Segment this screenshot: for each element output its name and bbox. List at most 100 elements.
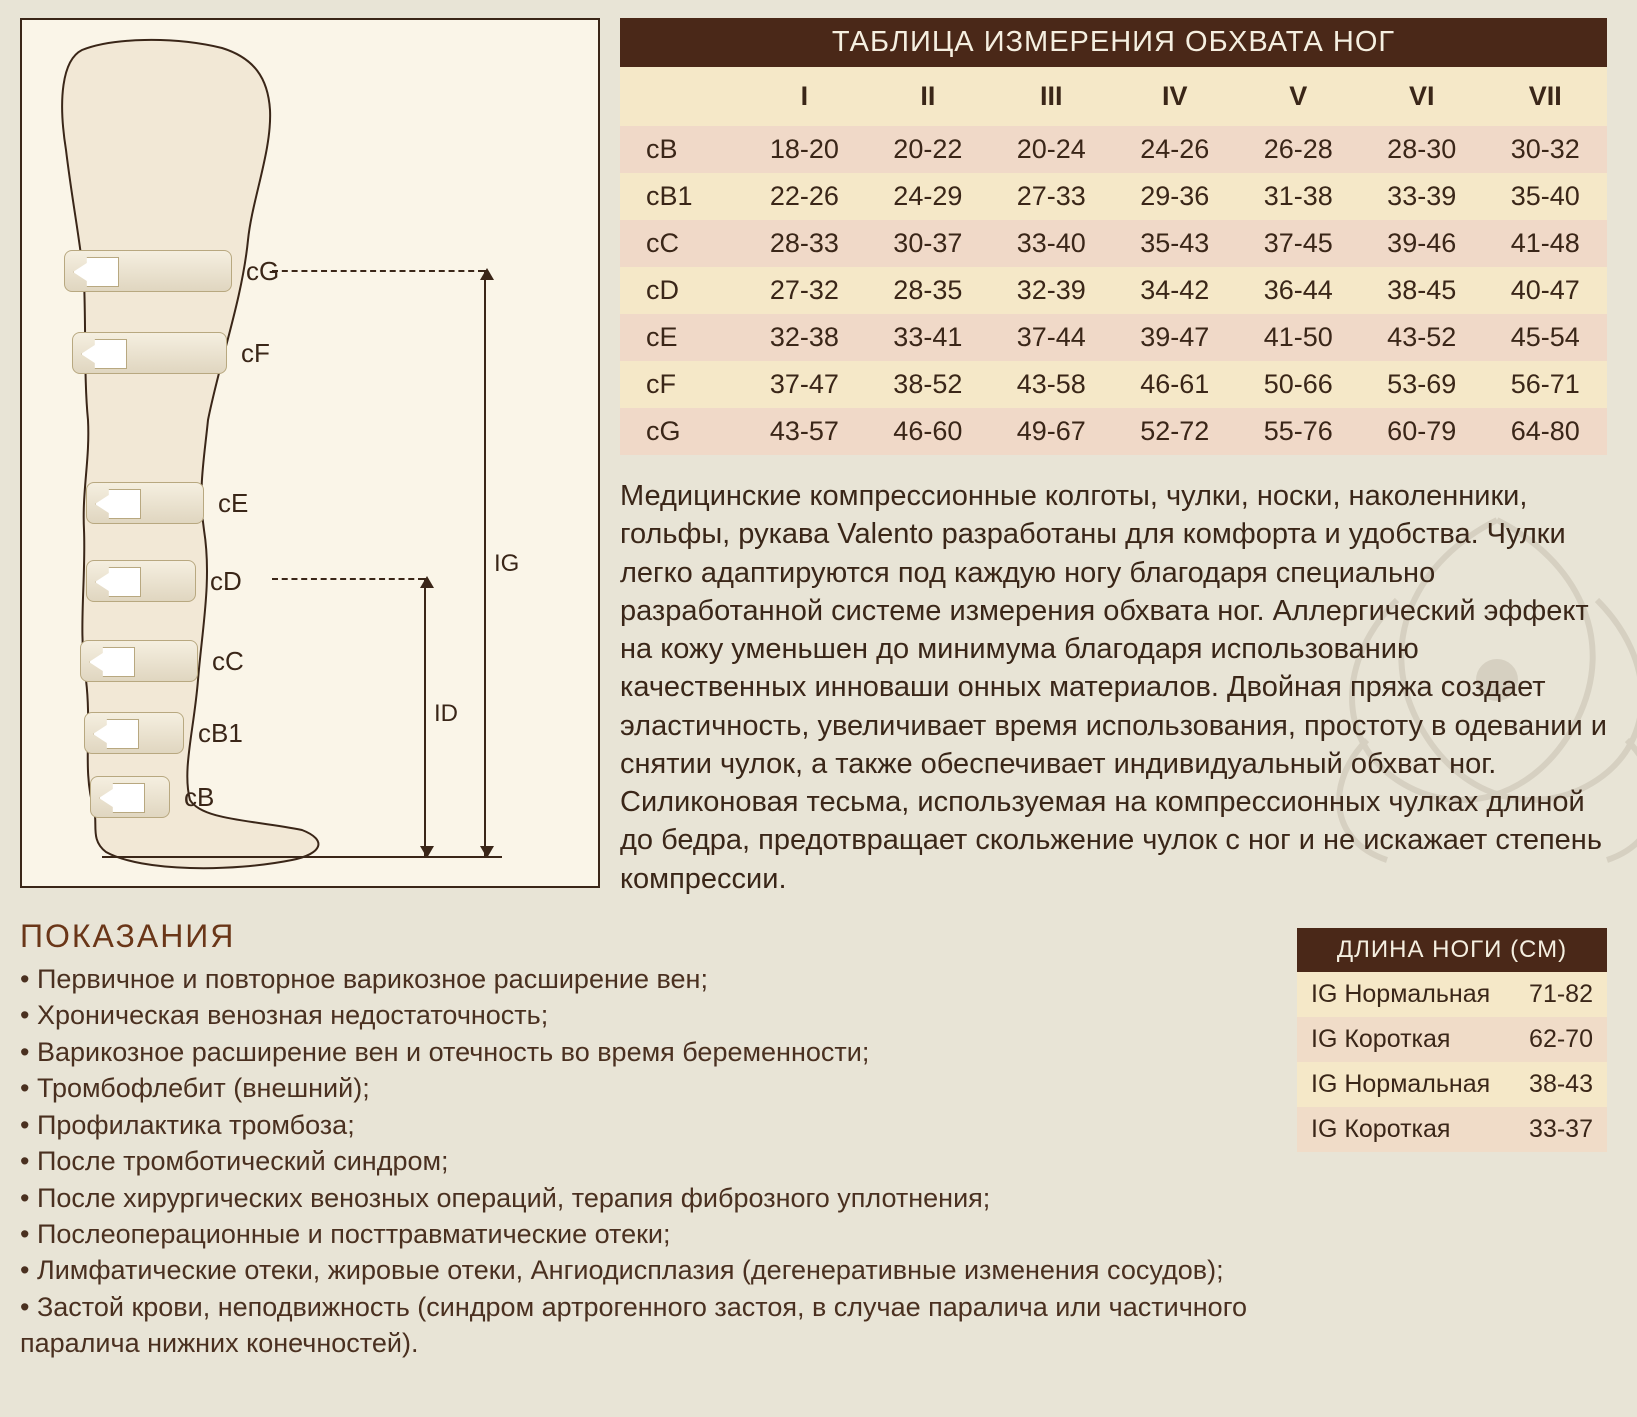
- table-row: cG43-5746-6049-6752-7255-7660-7964-80: [620, 408, 1607, 455]
- measurement-cell: 28-35: [866, 267, 989, 314]
- table-row: cB122-2624-2927-3329-3631-3833-3935-40: [620, 173, 1607, 220]
- measurement-cell: 33-40: [990, 220, 1113, 267]
- leg-length-value: 33-37: [1529, 1115, 1593, 1144]
- measurement-column-header: I: [743, 67, 866, 126]
- measurement-cell: 43-52: [1360, 314, 1483, 361]
- leg-length-value: 62-70: [1529, 1025, 1593, 1054]
- indication-item: Профилактика тромбоза;: [20, 1107, 1273, 1143]
- measurement-cell: 31-38: [1237, 173, 1360, 220]
- measurement-column-header: II: [866, 67, 989, 126]
- baseline: [102, 856, 502, 858]
- leg-length-label: IG Короткая: [1311, 1115, 1450, 1144]
- leg-length-row: IG Нормальная 71-82: [1297, 972, 1607, 1017]
- measurement-row-label: cE: [620, 314, 743, 361]
- measurement-cell: 24-29: [866, 173, 989, 220]
- measurement-cell: 35-40: [1483, 173, 1607, 220]
- measurement-cell: 28-33: [743, 220, 866, 267]
- arrow-left-icon: [95, 489, 141, 519]
- measurement-cell: 37-47: [743, 361, 866, 408]
- arrow-left-icon: [99, 783, 145, 813]
- measurement-band-cB1: [84, 712, 184, 754]
- leg-length-title: ДЛИНА НОГИ (СМ): [1297, 928, 1607, 972]
- arrow-left-icon: [95, 567, 141, 597]
- measurement-table-title: ТАБЛИЦА ИЗМЕРЕНИЯ ОБХВАТА НОГ: [620, 18, 1607, 67]
- measurement-column-header: [620, 67, 743, 126]
- leg-length-value: 71-82: [1529, 980, 1593, 1009]
- measurement-cell: 55-76: [1237, 408, 1360, 455]
- table-row: cD27-3228-3532-3934-4236-4438-4540-47: [620, 267, 1607, 314]
- indication-item: Послеоперационные и посттравматические о…: [20, 1216, 1273, 1252]
- measurement-cell: 27-32: [743, 267, 866, 314]
- measurement-cell: 29-36: [1113, 173, 1236, 220]
- measurement-cell: 41-50: [1237, 314, 1360, 361]
- measurement-cell: 52-72: [1113, 408, 1236, 455]
- measurement-cell: 46-60: [866, 408, 989, 455]
- indication-item: После хирургических венозных операций, т…: [20, 1180, 1273, 1216]
- measurement-cell: 33-41: [866, 314, 989, 361]
- indications-list: Первичное и повторное варикозное расшире…: [20, 961, 1273, 1362]
- indication-item: Застой крови, неподвижность (синдром арт…: [20, 1289, 1273, 1362]
- measurement-cell: 36-44: [1237, 267, 1360, 314]
- measurement-cell: 53-69: [1360, 361, 1483, 408]
- indication-item: Хроническая венозная недостаточность;: [20, 997, 1273, 1033]
- measurement-cell: 33-39: [1360, 173, 1483, 220]
- measurement-cell: 37-44: [990, 314, 1113, 361]
- measurement-cell: 39-46: [1360, 220, 1483, 267]
- measurement-cell: 43-58: [990, 361, 1113, 408]
- measurement-cell: 60-79: [1360, 408, 1483, 455]
- leg-length-label: IG Нормальная: [1311, 980, 1490, 1009]
- measurement-band-cF: [72, 332, 227, 374]
- measurement-cell: 64-80: [1483, 408, 1607, 455]
- measurement-cell: 24-26: [1113, 126, 1236, 173]
- measurement-column-header: VI: [1360, 67, 1483, 126]
- measurement-cell: 32-38: [743, 314, 866, 361]
- measurement-cell: 43-57: [743, 408, 866, 455]
- measurement-cell: 45-54: [1483, 314, 1607, 361]
- measurement-cell: 18-20: [743, 126, 866, 173]
- measurement-cell: 50-66: [1237, 361, 1360, 408]
- dimension-label-ID: ID: [434, 700, 458, 728]
- measurement-row-label: cB1: [620, 173, 743, 220]
- indication-item: Лимфатические отеки, жировые отеки, Анги…: [20, 1252, 1273, 1288]
- arrow-left-icon: [93, 719, 139, 749]
- leg-length-label: IG Короткая: [1311, 1025, 1450, 1054]
- measurement-row-label: cD: [620, 267, 743, 314]
- measurement-row-label: cF: [620, 361, 743, 408]
- measurement-column-header: III: [990, 67, 1113, 126]
- indications-section: ПОКАЗАНИЯ Первичное и повторное варикозн…: [20, 918, 1273, 1362]
- leg-measurement-diagram: cGcFcEcDcCcB1cB IGID: [20, 18, 600, 888]
- measurement-band-cC: [80, 640, 198, 682]
- dimension-line-ID: [424, 578, 426, 856]
- measurement-row-label: cB: [620, 126, 743, 173]
- leg-outline: [22, 20, 602, 890]
- measurement-cell: 46-61: [1113, 361, 1236, 408]
- measurement-cell: 34-42: [1113, 267, 1236, 314]
- measurement-cell: 20-24: [990, 126, 1113, 173]
- measurement-band-cG: [64, 250, 232, 292]
- measurement-cell: 20-22: [866, 126, 989, 173]
- measurement-cell: 22-26: [743, 173, 866, 220]
- measurement-cell: 30-37: [866, 220, 989, 267]
- band-label-cF: cF: [241, 338, 270, 369]
- measurement-cell: 26-28: [1237, 126, 1360, 173]
- band-label-cC: cC: [212, 646, 244, 677]
- band-label-cE: cE: [218, 488, 248, 519]
- leg-length-row: IG Короткая 33-37: [1297, 1107, 1607, 1152]
- indication-item: Тромбофлебит (внешний);: [20, 1070, 1273, 1106]
- indication-item: После тромботический синдром;: [20, 1143, 1273, 1179]
- table-row: cF37-4738-5243-5846-6150-6653-6956-71: [620, 361, 1607, 408]
- measurement-cell: 37-45: [1237, 220, 1360, 267]
- measurement-band-cD: [86, 560, 196, 602]
- table-row: cC28-3330-3733-4035-4337-4539-4641-48: [620, 220, 1607, 267]
- measurement-cell: 35-43: [1113, 220, 1236, 267]
- measurement-cell: 49-67: [990, 408, 1113, 455]
- dimension-line-IG: [484, 270, 486, 856]
- arrow-left-icon: [89, 647, 135, 677]
- band-label-cD: cD: [210, 566, 242, 597]
- band-label-cB1: cB1: [198, 718, 243, 749]
- measurement-row-label: cC: [620, 220, 743, 267]
- arrow-left-icon: [73, 257, 119, 287]
- measurement-column-header: V: [1237, 67, 1360, 126]
- leg-length-table: ДЛИНА НОГИ (СМ) IG Нормальная 71-82 IG Кор…: [1297, 928, 1607, 1152]
- measurement-cell: 30-32: [1483, 126, 1607, 173]
